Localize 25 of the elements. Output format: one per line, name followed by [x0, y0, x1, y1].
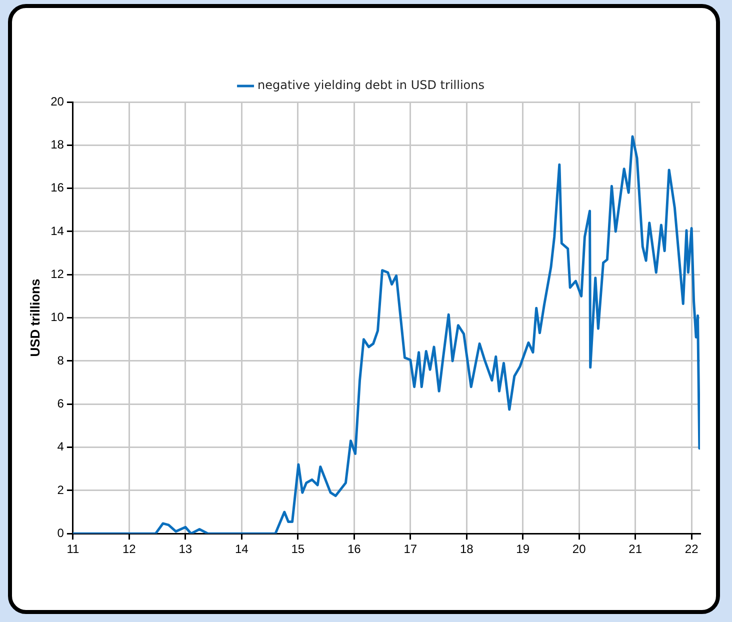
x-tick-label: 19 [516, 542, 530, 556]
x-tick-label: 12 [122, 542, 136, 556]
x-tick-label: 17 [404, 542, 418, 556]
y-tick-label: 4 [57, 440, 64, 454]
legend-label: negative yielding debt in USD trillions [258, 78, 484, 92]
x-tick-label: 22 [684, 542, 699, 556]
x-tick-label: 15 [291, 542, 305, 556]
x-tick-label: 14 [234, 542, 249, 556]
y-tick-label: 18 [50, 137, 64, 152]
y-tick-label: 12 [50, 266, 64, 281]
x-tick-label: 21 [628, 542, 642, 556]
y-tick-label: 20 [50, 94, 64, 108]
y-axis-title: USD trillions [27, 278, 42, 357]
y-tick-label: 0 [57, 526, 64, 540]
y-tick-label: 14 [50, 224, 64, 238]
x-tick-label: 18 [460, 542, 474, 556]
x-tick-label: 16 [347, 542, 362, 556]
y-tick-label: 16 [50, 180, 64, 195]
x-tick-label: 20 [572, 542, 586, 556]
y-tick-label: 8 [57, 353, 64, 368]
x-tick-label: 13 [178, 542, 192, 556]
y-tick-label: 6 [57, 396, 64, 410]
y-tick-label: 10 [50, 310, 64, 324]
y-tick-label: 2 [57, 482, 64, 497]
x-tick-label: 11 [66, 542, 80, 556]
